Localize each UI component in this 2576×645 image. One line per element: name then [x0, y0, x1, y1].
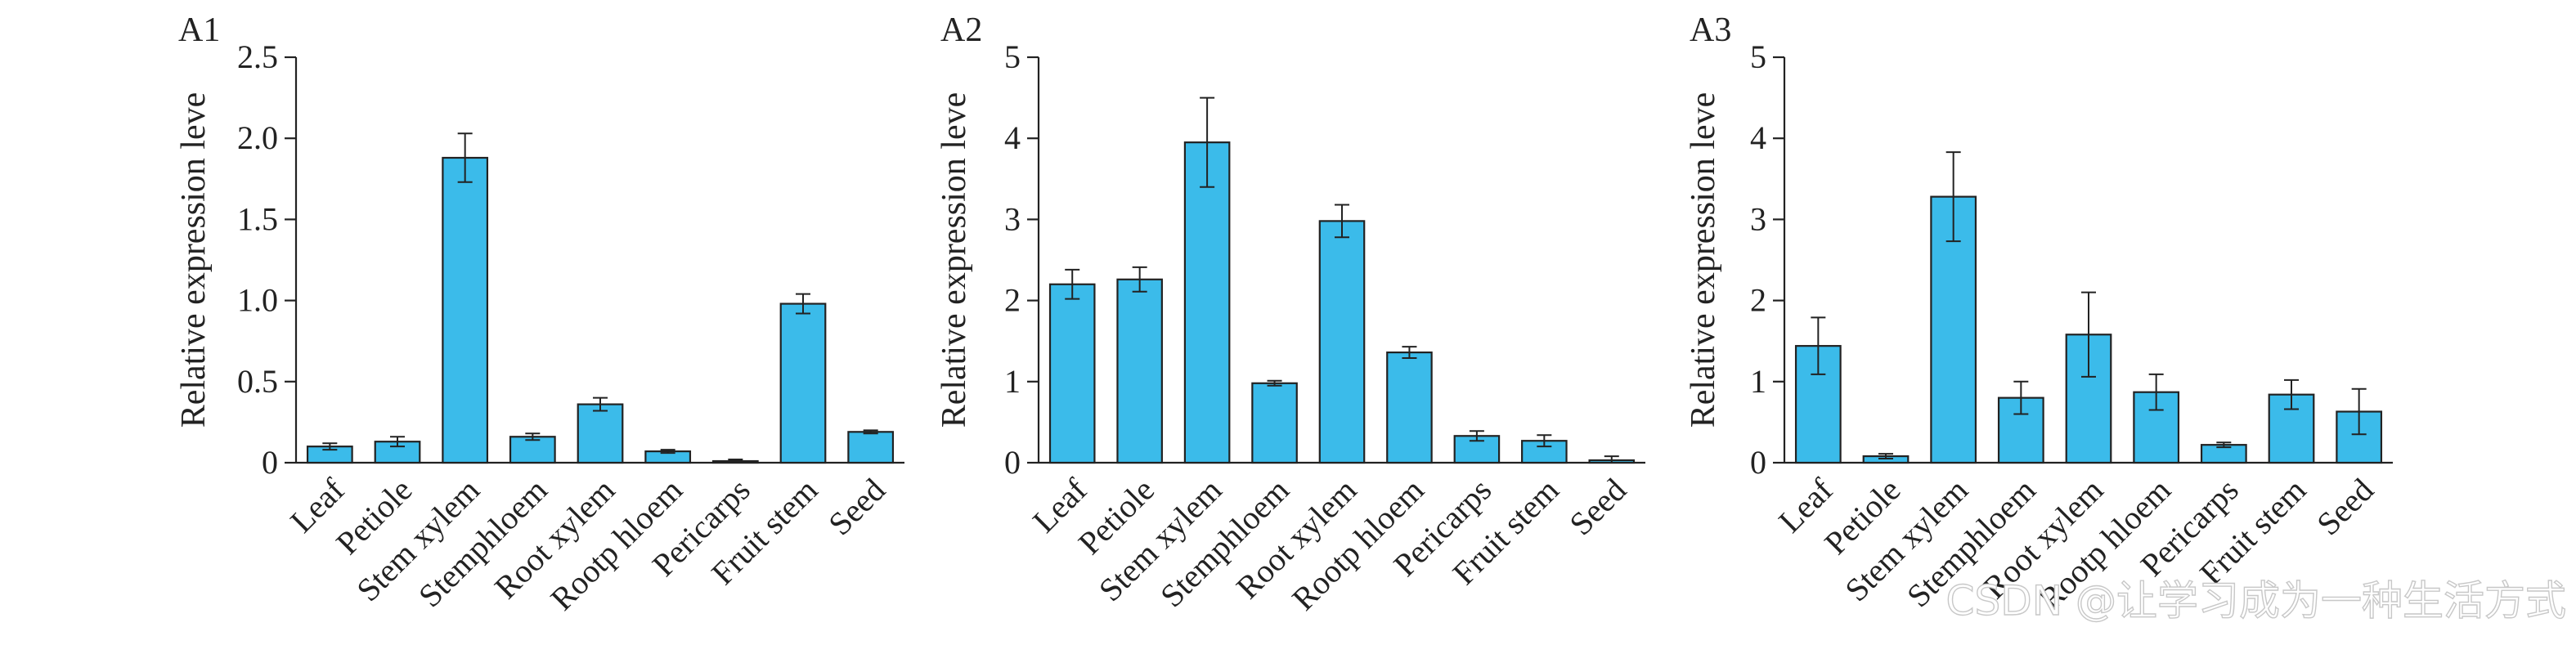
bar-stem-xylem [1183, 141, 1231, 464]
watermark: CSDN @让学习成为一种生活方式 [1946, 577, 2566, 625]
panel-a1: A1 Relative expression leve 0 0.5 1.0 1.5 2.0 2… [175, 11, 904, 617]
y-tick-label: 2 [1750, 282, 1766, 319]
y-tick-label: 1 [1750, 363, 1766, 400]
y-axis-label: Relative expression leve [175, 92, 213, 428]
y-tick-label: 5 [1750, 38, 1766, 75]
bar-stem-xylem [1930, 195, 1977, 464]
bar-root-xylem [1318, 220, 1366, 464]
y-tick-label: 4 [1004, 119, 1021, 156]
bar-leaf [1048, 283, 1096, 464]
bar-fruit-stem [779, 302, 827, 464]
y-tick-label: 2.0 [237, 119, 278, 156]
y-tick-label: 0.5 [237, 363, 278, 400]
bar-seed [847, 431, 895, 464]
x-tick-label: Seed [1562, 472, 1633, 543]
y-tick-label: 2.5 [237, 38, 278, 75]
y-tick-label: 5 [1004, 38, 1021, 75]
y-tick-label: 3 [1750, 200, 1766, 237]
y-axis-label: Relative expression leve [936, 92, 973, 428]
panel-title: A1 [178, 11, 220, 49]
x-tick-label: Seed [821, 472, 892, 543]
y-axis-label: Relative expression leve [1685, 92, 1722, 428]
y-tick-label: 0 [262, 444, 278, 481]
bar-petiole [1116, 278, 1163, 464]
y-tick-label: 2 [1004, 282, 1021, 319]
y-tick-label: 1.5 [237, 200, 278, 237]
y-tick-label: 1.0 [237, 282, 278, 319]
bar-stem-xylem [442, 156, 489, 464]
bar-root-xylem [577, 403, 624, 464]
panel-title: A3 [1690, 11, 1731, 49]
x-tick-label: Seed [2309, 472, 2381, 543]
y-tick-label: 0 [1004, 444, 1021, 481]
y-tick-label: 0 [1750, 444, 1766, 481]
bar-rootp-hloem [1386, 351, 1433, 464]
y-tick-label: 4 [1750, 119, 1766, 156]
bar-stemphloem [1251, 382, 1298, 464]
panel-title: A2 [940, 11, 982, 49]
y-tick-label: 3 [1004, 200, 1021, 237]
y-tick-label: 1 [1004, 363, 1021, 400]
